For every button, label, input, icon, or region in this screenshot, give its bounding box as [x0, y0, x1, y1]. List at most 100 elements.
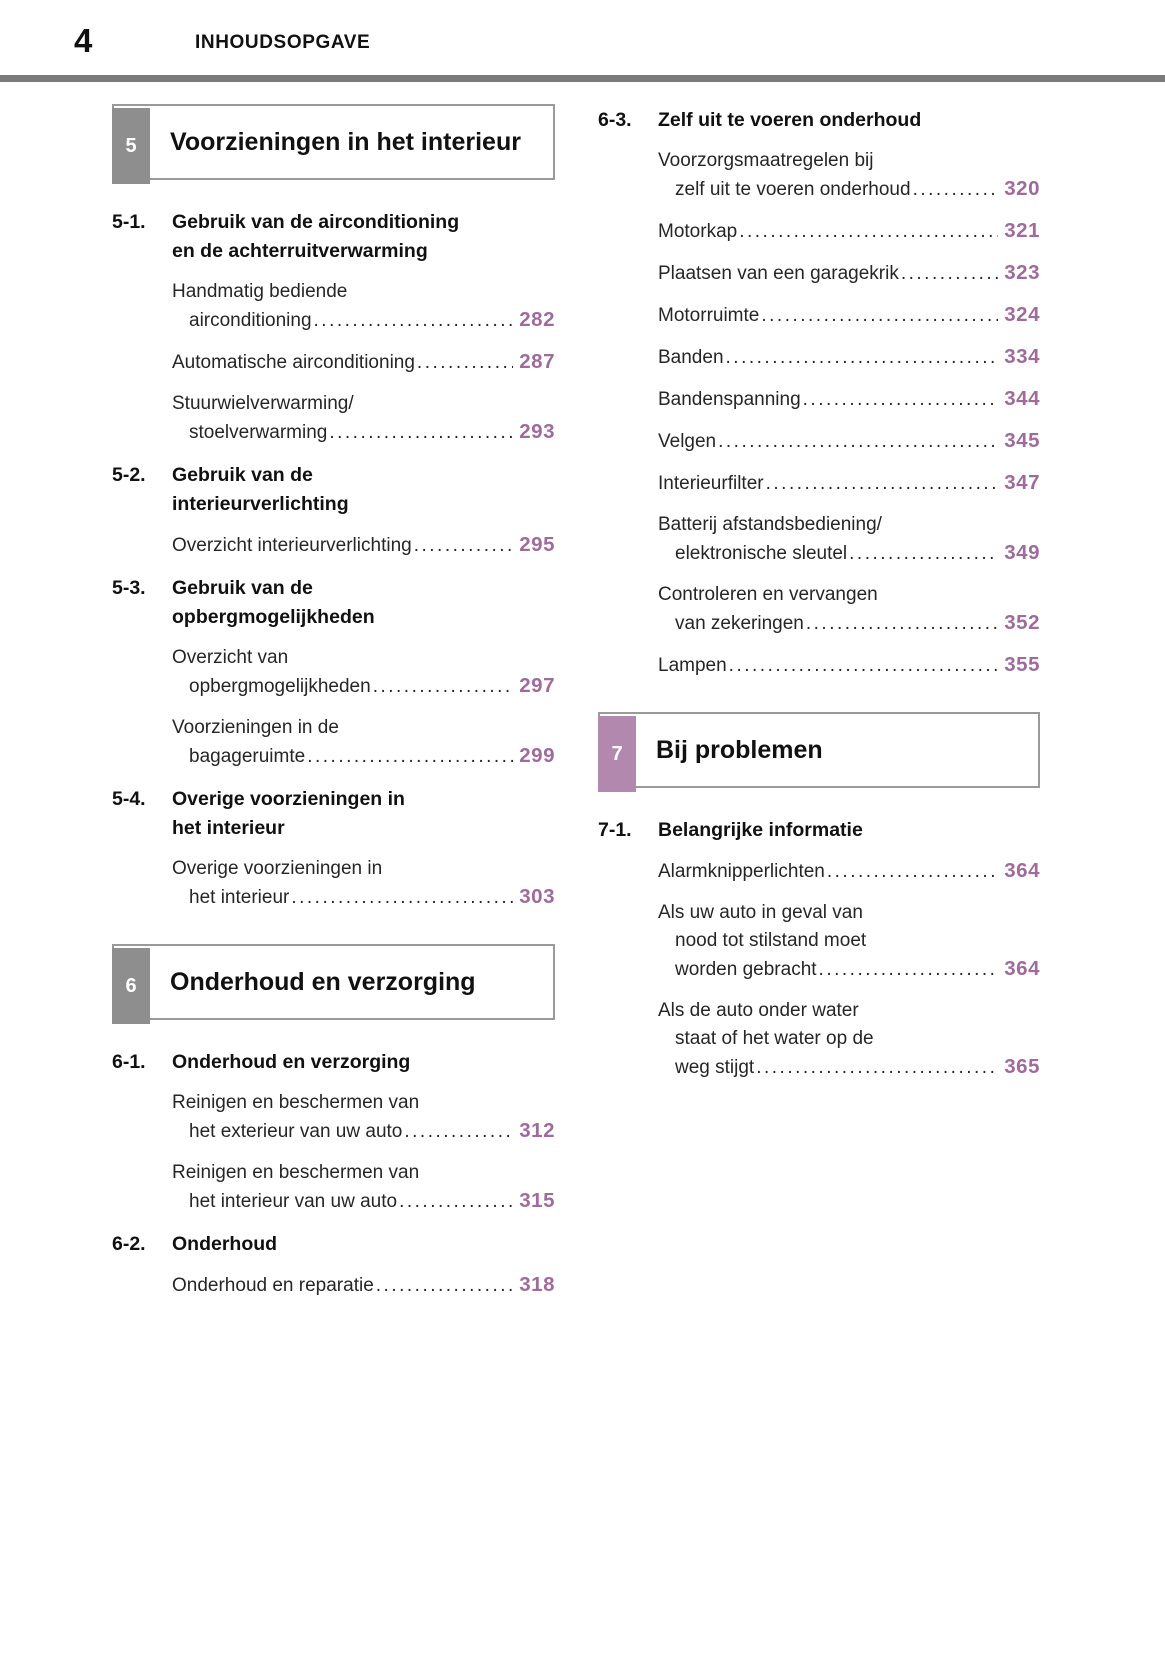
section-title-line: Gebruik van de [172, 464, 313, 486]
dot-leader [314, 307, 514, 335]
dot-leader [291, 884, 513, 912]
toc-entry: Als uw auto in geval van nood tot stilsta… [598, 899, 1040, 984]
toc-entry-page: 324 [1004, 303, 1040, 326]
page-number: 4 [74, 22, 93, 59]
toc-entry-page: 321 [1004, 219, 1040, 242]
section-heading-5-1: 5-1. Gebruik van de airconditioning en de … [112, 208, 555, 266]
toc-entry-line: Alarmknipperlichten 364 [658, 857, 1040, 886]
section-title: Gebruik van de interieurverlichting [172, 461, 555, 519]
toc-entry-line: nood tot stilstand moet [675, 930, 867, 951]
toc-entry-page: 345 [1004, 429, 1040, 452]
chapter-title: Voorzieningen in het interieur [170, 127, 521, 156]
toc-entry-text: Motorkap [658, 221, 738, 242]
toc-entry-text: het exterieur van uw auto [189, 1121, 403, 1142]
toc-entry-line: Als de auto onder water [658, 1000, 859, 1021]
dot-leader [803, 386, 999, 414]
dot-leader [766, 470, 999, 498]
toc-entry-text: opbergmogelijkheden [189, 676, 371, 697]
toc-entry-text: airconditioning [189, 310, 312, 331]
toc-entry-text: elektronische sleutel [675, 543, 848, 564]
toc-entry-page: 295 [519, 533, 555, 556]
dot-leader [307, 743, 513, 771]
toc-entry-line: Banden 334 [658, 343, 1040, 372]
section-title-line: Gebruik van de [172, 577, 313, 599]
chapter-title: Onderhoud en verzorging [170, 967, 476, 996]
toc-entry-text: zelf uit te voeren onderhoud [675, 179, 911, 200]
page-header: 4 INHOUDSOPGAVE [0, 0, 1165, 75]
toc-entry-page: 364 [1004, 957, 1040, 980]
dot-leader [718, 428, 998, 456]
toc-entry-page: 355 [1004, 653, 1040, 676]
section-heading-6-3: 6-3. Zelf uit te voeren onderhoud [598, 106, 1040, 135]
dot-leader [376, 1272, 514, 1300]
toc-entry-line: Als uw auto in geval van [658, 902, 863, 923]
dot-leader [819, 956, 999, 984]
chapter-number-tab: 7 [598, 716, 636, 792]
toc-entry: Overige voorzieningen in het interieur 303 [112, 855, 555, 912]
toc-entry-page: 303 [519, 885, 555, 908]
toc-entry-page: 297 [519, 674, 555, 697]
toc-entry: Lampen 355 [598, 651, 1040, 680]
toc-entry-line: Reinigen en beschermen van [172, 1162, 420, 1183]
section-heading-5-3: 5-3. Gebruik van de opbergmogelijkheden [112, 574, 555, 632]
toc-entry: Interieurfilter 347 [598, 469, 1040, 498]
toc-entry: Handmatig bediende airconditioning 282 [112, 278, 555, 335]
toc-entry: Voorzorgsmaatregelen bij zelf uit te voer… [598, 147, 1040, 204]
toc-entry-line: het interieur 303 [172, 883, 555, 912]
toc-entry: Automatische airconditioning 287 [112, 348, 555, 377]
dot-leader [827, 858, 998, 886]
section-title-line: het interieur [172, 817, 285, 839]
toc-entry-text: worden gebracht [675, 959, 817, 980]
toc-entry: Bandenspanning 344 [598, 385, 1040, 414]
toc-entry: Controleren en vervangen van zekeringen 35… [598, 581, 1040, 638]
toc-columns: 5 Voorzieningen in het interieur 5-1. Gebru… [0, 82, 1165, 1313]
toc-entry: Als de auto onder water staat of het wate… [598, 997, 1040, 1082]
toc-entry-line: elektronische sleutel 349 [658, 539, 1040, 568]
toc-entry-line: zelf uit te voeren onderhoud 320 [658, 175, 1040, 204]
toc-entry-text: Lampen [658, 655, 727, 676]
chapter-title: Bij problemen [656, 735, 823, 764]
toc-entry-line: worden gebracht 364 [658, 955, 1040, 984]
toc-entry-page: 352 [1004, 611, 1040, 634]
dot-leader [404, 1118, 513, 1146]
dot-leader [901, 260, 998, 288]
toc-entry: Voorzieningen in de bagageruimte 299 [112, 714, 555, 771]
toc-entry-line: Voorzorgsmaatregelen bij [658, 150, 874, 171]
section-title-line: Zelf uit te voeren onderhoud [658, 109, 922, 131]
chapter-number: 6 [125, 974, 137, 997]
section-heading-7-1: 7-1. Belangrijke informatie [598, 816, 1040, 845]
toc-entry-line: staat of het water op de [675, 1028, 874, 1049]
dot-leader [414, 532, 514, 560]
toc-entry-text: Interieurfilter [658, 473, 764, 494]
toc-entry-text: stoelverwarming [189, 422, 328, 443]
toc-entry-line: Velgen 345 [658, 427, 1040, 456]
toc-entry: Overzicht van opbergmogelijkheden 297 [112, 644, 555, 701]
toc-entry-line: van zekeringen 352 [658, 609, 1040, 638]
toc-entry-line: Motorruimte 324 [658, 301, 1040, 330]
toc-entry-line: Onderhoud en reparatie 318 [172, 1271, 555, 1300]
toc-entry-page: 364 [1004, 859, 1040, 882]
toc-entry-line: weg stijgt 365 [658, 1053, 1040, 1082]
toc-entry: Velgen 345 [598, 427, 1040, 456]
dot-leader [849, 540, 998, 568]
section-title: Onderhoud [172, 1230, 555, 1259]
section-title-line: interieurverlichting [172, 493, 349, 515]
dot-leader [417, 349, 513, 377]
toc-entry: Banden 334 [598, 343, 1040, 372]
chapter-number-tab: 5 [112, 108, 150, 184]
toc-entry-line: Overzicht interieurverlichting 295 [172, 531, 555, 560]
toc-right-column: 6-3. Zelf uit te voeren onderhoud Voorzorg… [598, 104, 1040, 1095]
section-title-line: Onderhoud [172, 1233, 278, 1255]
toc-entry-text: Overzicht interieurverlichting [172, 535, 412, 556]
toc-entry-text: Motorruimte [658, 305, 760, 326]
toc-entry-line: Controleren en vervangen [658, 584, 878, 605]
toc-entry-page: 282 [519, 308, 555, 331]
section-title: Belangrijke informatie [658, 816, 1040, 845]
section-heading-5-2: 5-2. Gebruik van de interieurverlichting [112, 461, 555, 519]
dot-leader [739, 218, 998, 246]
section-title-line: en de achterruitverwarming [172, 240, 428, 262]
toc-entry-line: Lampen 355 [658, 651, 1040, 680]
toc-entry-line: Handmatig bediende [172, 281, 348, 302]
section-title-line: Onderhoud en verzorging [172, 1051, 411, 1073]
header-rule [0, 75, 1165, 82]
